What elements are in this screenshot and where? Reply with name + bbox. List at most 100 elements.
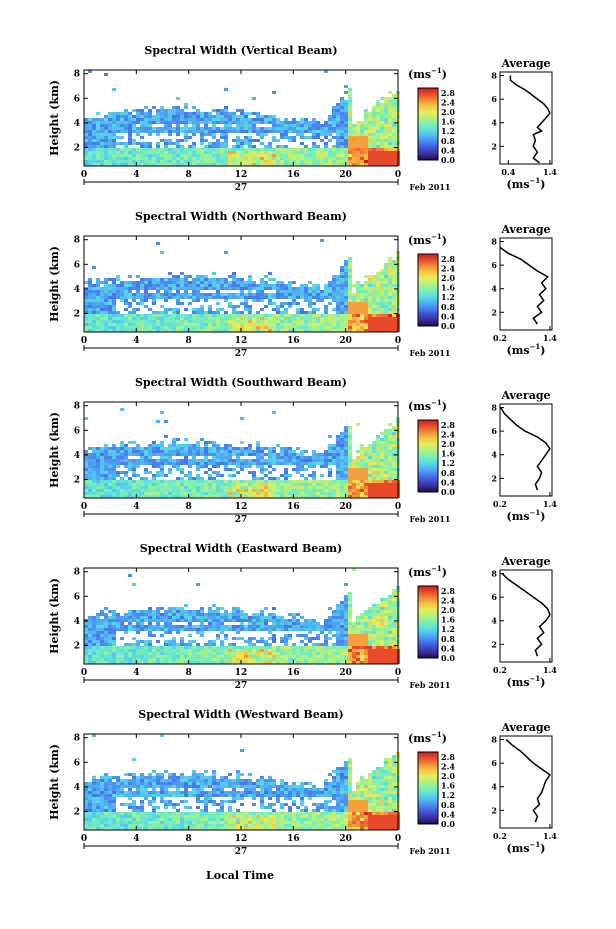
- y-tick-label: 2: [74, 808, 80, 818]
- profile-frame: [499, 71, 553, 165]
- day-label: 27: [235, 681, 248, 691]
- y-tick-label: 4: [74, 451, 80, 461]
- y-tick-label: 2: [74, 476, 80, 486]
- y-tick-label: 8: [74, 402, 80, 412]
- colorbar-tick-label: 1.2: [441, 126, 455, 136]
- x-tick-label: 0: [395, 668, 401, 678]
- profile-y-tick-label: 6: [491, 426, 497, 436]
- colorbar-tick-label: 1.6: [441, 449, 455, 459]
- colorbar-tick-label: 2.4: [441, 263, 455, 273]
- profile-x-tick-label: 1.4: [543, 831, 557, 841]
- y-tick-label: 2: [74, 642, 80, 652]
- colorbar-tick-label: 0.0: [441, 819, 455, 829]
- colorbar-tick-label: 2.8: [441, 586, 455, 596]
- panel-1: Spectral Width (Vertical Beam) Height (km…: [48, 44, 557, 193]
- colorbar-tick-label: 0.4: [441, 809, 455, 819]
- profile-y-tick-label: 6: [491, 592, 497, 602]
- y-tick-label: 6: [74, 94, 80, 104]
- x-tick-label: 8: [186, 502, 192, 512]
- y-tick-label: 4: [74, 119, 80, 129]
- colorbar-tick-label: 1.6: [441, 283, 455, 293]
- profile-y-tick-label: 2: [491, 473, 497, 483]
- x-tick-label: 8: [186, 170, 192, 180]
- x-tick-label: 0: [395, 834, 401, 844]
- y-tick-label: 6: [74, 426, 80, 436]
- y-tick-label: 8: [74, 70, 80, 80]
- date-label: Feb 2011: [410, 846, 451, 856]
- day-label: 27: [235, 847, 248, 857]
- y-tick-label: 4: [74, 783, 80, 793]
- x-tick-label: 20: [339, 834, 352, 844]
- y-tick-label: 8: [74, 568, 80, 578]
- profile-y-tick-label: 8: [491, 71, 497, 81]
- profile-y-tick-label: 2: [491, 805, 497, 815]
- x-tick-label: 12: [235, 502, 248, 512]
- colorbar-tick-label: 1.6: [441, 615, 455, 625]
- profile-unit: (ms−1): [506, 508, 545, 523]
- x-tick-label: 12: [235, 170, 248, 180]
- y-axis-label: Height (km): [48, 744, 61, 820]
- x-tick-label: 12: [235, 834, 248, 844]
- panel-2: Spectral Width (Northward Beam) Height (k…: [48, 210, 557, 359]
- colorbar-tick-label: 2.0: [441, 107, 455, 117]
- y-tick-label: 2: [74, 144, 80, 154]
- x-tick-label: 0: [81, 170, 87, 180]
- panel-4: Spectral Width (Eastward Beam) Height (km…: [48, 542, 557, 691]
- colorbar-tick-label: 0.4: [441, 311, 455, 321]
- colorbar-tick-label: 2.0: [441, 439, 455, 449]
- colorbar-tick-label: 2.8: [441, 254, 455, 264]
- colorbar-tick-label: 0.8: [441, 468, 455, 478]
- x-tick-label: 4: [133, 502, 139, 512]
- x-tick-label: 0: [81, 668, 87, 678]
- x-tick-label: 0: [81, 834, 87, 844]
- profile-y-tick-label: 8: [491, 237, 497, 247]
- panel-5: Spectral Width (Westward Beam) Height (km…: [48, 708, 557, 857]
- panel-3: Spectral Width (Southward Beam) Height (k…: [48, 376, 557, 525]
- x-tick-label: 16: [287, 170, 300, 180]
- panel-title: Spectral Width (Northward Beam): [135, 210, 347, 223]
- profile-unit: (ms−1): [506, 674, 545, 689]
- y-tick-label: 4: [74, 285, 80, 295]
- colorbar-unit: (ms−1): [408, 730, 447, 745]
- y-axis-label: Height (km): [48, 412, 61, 488]
- x-tick-label: 8: [186, 834, 192, 844]
- colorbar-tick-label: 1.2: [441, 624, 455, 634]
- profile-unit: (ms−1): [506, 342, 545, 357]
- profile-x-tick-label: 0.2: [493, 333, 507, 343]
- colorbar-tick-label: 0.8: [441, 634, 455, 644]
- profile-y-tick-label: 6: [491, 758, 497, 768]
- profile-y-tick-label: 4: [491, 450, 497, 460]
- date-label: Feb 2011: [410, 182, 451, 192]
- profile-x-tick-label: 1.4: [543, 665, 557, 675]
- x-tick-label: 12: [235, 336, 248, 346]
- colorbar-unit: (ms−1): [408, 564, 447, 579]
- profile-x-tick-label: 0.2: [493, 499, 507, 509]
- colorbar-tick-label: 2.0: [441, 771, 455, 781]
- profile-y-tick-label: 6: [491, 260, 497, 270]
- colorbar-tick-label: 2.0: [441, 605, 455, 615]
- colorbar-tick-label: 0.4: [441, 145, 455, 155]
- profile-y-tick-label: 4: [491, 284, 497, 294]
- colorbar-tick-label: 1.2: [441, 790, 455, 800]
- x-tick-label: 16: [287, 502, 300, 512]
- colorbar: [417, 585, 439, 659]
- profile-title: Average: [500, 555, 550, 568]
- day-label: 27: [235, 183, 248, 193]
- x-tick-label: 0: [81, 502, 87, 512]
- date-label: Feb 2011: [410, 680, 451, 690]
- colorbar-tick-label: 0.0: [441, 155, 455, 165]
- heatmap-cells: [84, 239, 400, 332]
- heatmap-cells: [84, 734, 400, 830]
- profile-y-tick-label: 8: [491, 569, 497, 579]
- profile-title: Average: [500, 57, 550, 70]
- profile-frame: [499, 403, 553, 497]
- colorbar-tick-label: 2.4: [441, 761, 455, 771]
- colorbar-tick-label: 0.0: [441, 487, 455, 497]
- heatmap-cells: [84, 70, 400, 166]
- profile-line: [509, 75, 551, 164]
- colorbar: [417, 253, 439, 327]
- profile-x-tick-label: 0.4: [501, 167, 515, 177]
- colorbar-tick-label: 0.8: [441, 302, 455, 312]
- profile-frame: [499, 569, 553, 663]
